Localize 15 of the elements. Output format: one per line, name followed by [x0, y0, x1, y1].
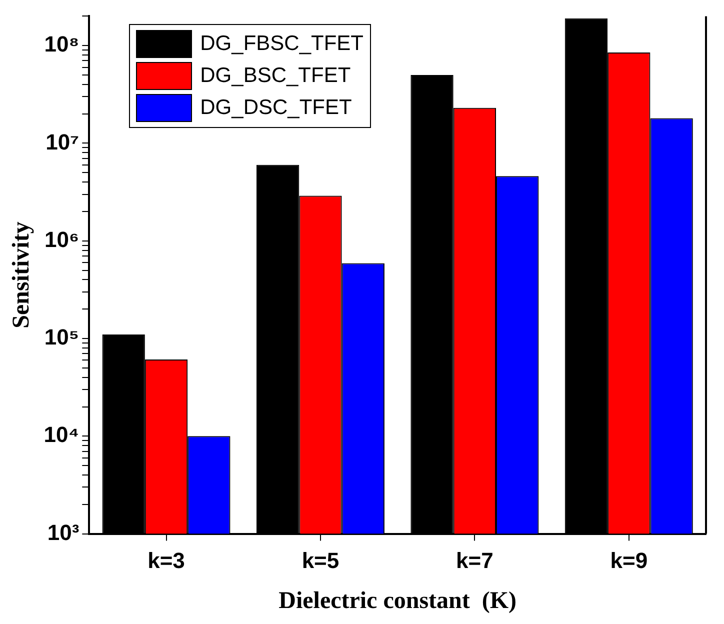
legend-label: DG_FBSC_TFET — [200, 32, 364, 56]
x-axis-title: Dielectric constant (K) — [278, 588, 517, 614]
x-tick-label: k=5 — [302, 548, 340, 574]
legend-label: DG_DSC_TFET — [200, 96, 352, 120]
y-axis-title: Sensitivity — [8, 222, 35, 328]
legend-label: DG_BSC_TFET — [200, 64, 351, 88]
x-tick-label: k=7 — [456, 548, 494, 574]
y-tick-label: 10⁷ — [46, 129, 80, 154]
y-tick-label: 10³ — [47, 520, 80, 545]
y-tick-label: 10⁵ — [44, 324, 80, 350]
y-tick-label: 10⁸ — [44, 32, 80, 57]
x-tick-label: k=9 — [610, 548, 648, 574]
y-tick-label: 10⁴ — [44, 422, 80, 448]
x-tick-label: k=3 — [148, 548, 185, 574]
y-tick-label: 10⁶ — [44, 226, 80, 252]
